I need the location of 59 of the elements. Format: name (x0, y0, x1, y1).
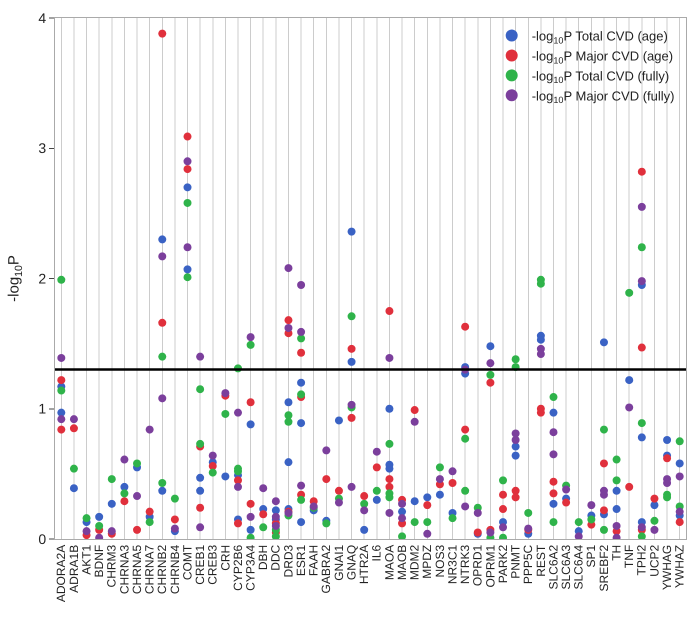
x-tick-label: REST (534, 544, 548, 577)
x-tick-label: SLC6A4 (572, 544, 586, 590)
x-tick-label: GABRA2 (319, 544, 334, 594)
y-tick-label: 0 (38, 530, 46, 547)
x-tick-label: IL6 (370, 544, 384, 562)
x-tick-label: NTRK3 (458, 544, 472, 584)
x-tick-label: ADORA2A (54, 544, 68, 602)
x-tick-label: PNMT (508, 544, 523, 579)
x-tick-label: YWHAZ (672, 544, 687, 588)
x-tick-label: BDNF (92, 544, 106, 578)
legend-label: -log$_{10}$P Total CVD (age) (532, 28, 668, 46)
x-tick-label: NR3C1 (445, 544, 460, 584)
x-tick-label: HTR2A (357, 544, 372, 584)
x-tick-label: DDC (268, 544, 283, 571)
x-tick-label: MPDZ (420, 544, 434, 579)
legend-label: -log$_{10}$P Major CVD (age) (532, 48, 674, 66)
y-tick-label: 2 (38, 270, 46, 286)
x-tick-label: TPH2 (634, 544, 649, 576)
x-tick-label: PPP5C (521, 544, 536, 584)
y-tick-label: 1 (38, 400, 46, 417)
x-tick-label: OPRD1 (470, 544, 485, 586)
x-tick-label: AKT1 (79, 544, 94, 575)
x-tick-label: CHRM3 (104, 544, 119, 588)
x-tick-label: DBH (256, 544, 270, 570)
legend-label: -log$_{10}$P Major CVD (fully) (532, 88, 675, 106)
x-tick-label: CHRNB4 (168, 544, 182, 594)
y-tick-label: 4 (38, 10, 46, 26)
x-tick-label: NOS3 (432, 544, 447, 578)
x-tick-label: COMT (180, 544, 194, 580)
x-tick-label: UCP2 (647, 544, 662, 577)
legend-label: -log$_{10}$P Total CVD (fully) (532, 68, 670, 86)
x-tick-label: MDM2 (408, 544, 422, 580)
x-tick-label: CYP2B6 (230, 544, 245, 591)
x-tick-label: CHRNB2 (155, 544, 170, 594)
x-tick-label: CHRNA5 (130, 544, 144, 594)
x-tick-label: PARK2 (496, 544, 510, 584)
x-tick-label: CREB3 (206, 544, 220, 585)
x-tick-label: ADRA1B (66, 544, 81, 593)
x-tick-label: SREBF2 (596, 544, 611, 592)
x-tick-label: OPRM1 (483, 544, 498, 588)
x-tick-label: ESR1 (294, 544, 308, 576)
x-tick-label: YWHAG (660, 544, 674, 590)
x-tick-label: SP1 (584, 544, 598, 568)
x-tick-label: CHRNA7 (142, 544, 157, 594)
x-tick-label: SLC6A2 (546, 544, 560, 590)
x-tick-label: CREB1 (193, 544, 208, 585)
x-tick-label: CHRNA3 (117, 544, 132, 594)
x-tick-label: FAAH (306, 544, 321, 576)
x-tick-label: GNAQ (344, 544, 358, 580)
x-tick-label: DRD3 (281, 544, 296, 578)
x-tick-label: CYP3A4 (244, 544, 258, 591)
x-tick-label: GNAI1 (332, 544, 346, 581)
x-tick-label: SLC6A3 (559, 544, 574, 590)
x-tick-label: CRH (218, 544, 232, 571)
x-tick-label: TNF (622, 544, 636, 568)
x-tick-label: MAOB (394, 544, 409, 580)
y-tick-label: 3 (38, 140, 46, 156)
x-tick-label: TH (609, 544, 624, 561)
x-tick-label: MAOA (382, 544, 396, 580)
